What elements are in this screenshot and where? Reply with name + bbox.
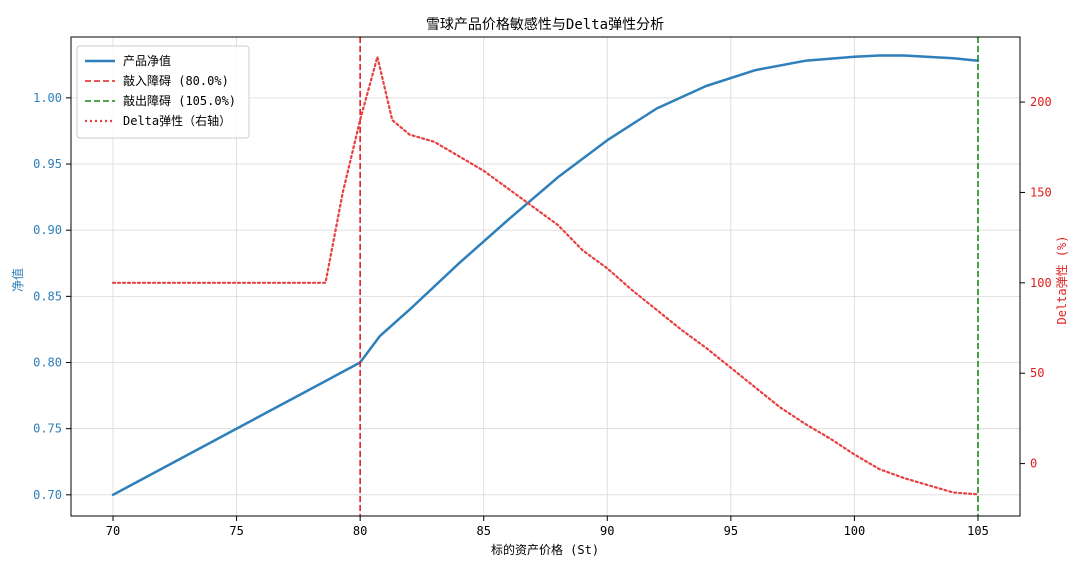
legend-label: 敲入障碍 (80.0%) [123, 73, 229, 88]
nav-series-line [111, 54, 980, 497]
legend-label: Delta弹性（右轴） [123, 113, 231, 128]
delta-elasticity-series-line [111, 55, 980, 496]
x-tick-label: 90 [600, 524, 614, 538]
y-left-tick-label: 0.80 [33, 356, 62, 370]
y-left-tick-label: 0.85 [33, 289, 62, 303]
x-tick-label: 105 [967, 524, 989, 538]
y-left-tick-label: 0.75 [33, 422, 62, 436]
y-axis-right-title: Delta弹性 (%) [1055, 235, 1069, 324]
y-left-tick-label: 0.95 [33, 157, 62, 171]
y-left-tick-label: 0.70 [33, 488, 62, 502]
y-right-tick-label: 100 [1030, 276, 1052, 290]
y-right-tick-label: 0 [1030, 457, 1037, 471]
x-tick-label: 75 [229, 524, 243, 538]
y-left-tick-label: 1.00 [33, 91, 62, 105]
plot-frame [70, 36, 1021, 517]
plot-series [111, 37, 980, 516]
x-tick-label: 95 [724, 524, 738, 538]
x-tick-label: 80 [353, 524, 367, 538]
x-tick-label: 85 [476, 524, 490, 538]
chart-title: 雪球产品价格敏感性与Delta弹性分析 [426, 16, 664, 33]
legend-box [76, 45, 250, 139]
y-right-tick-label: 50 [1030, 366, 1044, 380]
legend-label: 产品净值 [123, 53, 171, 68]
legend-label: 敲出障碍 (105.0%) [123, 93, 236, 108]
y-right-tick-label: 200 [1030, 95, 1052, 109]
x-axis-title: 标的资产价格 (St) [491, 542, 599, 557]
y-left-tick-label: 0.90 [33, 223, 62, 237]
axes: 70 75 80 85 90 95 100 105 0.70 0.75 0.80 0.85 0.90 0.… [33, 91, 1052, 538]
x-tick-label: 70 [106, 524, 120, 538]
x-tick-label: 100 [844, 524, 866, 538]
y-right-tick-label: 150 [1030, 185, 1052, 199]
y-axis-left-title: 净值 [10, 268, 25, 292]
